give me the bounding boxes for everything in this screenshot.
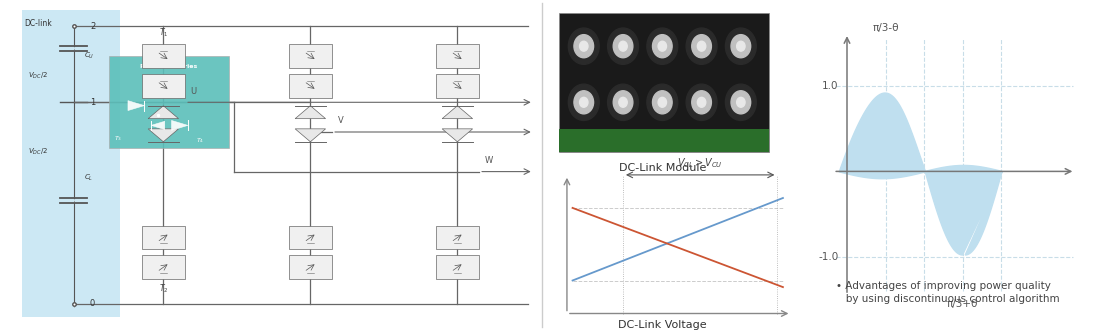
Bar [288,255,332,279]
Bar [559,129,769,152]
Circle shape [619,41,627,51]
Bar [436,255,480,279]
Circle shape [658,97,667,107]
Polygon shape [172,120,188,130]
Bar [109,56,229,148]
Text: • Advantages of improving power quality: • Advantages of improving power quality [836,280,1050,291]
Text: π/3-θ: π/3-θ [872,23,899,33]
Circle shape [574,35,594,58]
Bar [142,226,185,249]
Bar [436,44,480,68]
Polygon shape [151,121,165,129]
Bar [142,74,185,98]
Circle shape [647,84,678,120]
Bar [288,226,332,249]
Polygon shape [442,129,473,142]
Circle shape [732,91,750,114]
Circle shape [652,91,672,114]
Bar [142,255,185,279]
Polygon shape [295,106,326,119]
Polygon shape [148,129,178,142]
Circle shape [613,91,632,114]
Circle shape [725,28,757,64]
Text: 1.0: 1.0 [823,81,838,91]
Text: DC-link: DC-link [24,18,53,28]
Text: $T_3$: $T_3$ [114,134,122,143]
Circle shape [686,28,717,64]
Text: W: W [485,156,493,165]
Circle shape [732,35,750,58]
Text: -1.0: -1.0 [818,252,838,262]
Text: by using discontinuous control algorithm: by using discontinuous control algorithm [836,294,1059,304]
Polygon shape [128,101,144,111]
Circle shape [580,97,588,107]
Circle shape [652,35,672,58]
Text: DC-Link Voltage: DC-Link Voltage [618,320,706,330]
Bar [142,44,185,68]
Circle shape [725,84,757,120]
Bar [288,74,332,98]
Text: $V_{CL}$$>$$V_{CU}$: $V_{CL}$$>$$V_{CU}$ [678,156,723,170]
Text: $T_4$: $T_4$ [196,136,205,145]
Circle shape [569,84,600,120]
Circle shape [686,84,717,120]
Bar [436,74,480,98]
Text: $C_U$: $C_U$ [85,51,95,61]
Polygon shape [148,106,178,119]
Polygon shape [295,129,326,142]
Circle shape [697,41,706,51]
Text: 2: 2 [90,22,96,31]
Circle shape [737,97,745,107]
Polygon shape [442,106,473,119]
Text: $C_L$: $C_L$ [85,173,94,183]
Text: 0: 0 [90,299,96,308]
Circle shape [697,97,706,107]
Polygon shape [925,165,1002,255]
Bar [22,10,120,317]
Text: $V_{DC}/2$: $V_{DC}/2$ [29,71,48,81]
Circle shape [737,41,745,51]
Circle shape [692,91,712,114]
Text: $T_1$: $T_1$ [158,27,168,39]
Circle shape [569,28,600,64]
Circle shape [692,35,712,58]
Circle shape [613,35,632,58]
Text: U: U [190,87,197,96]
Text: π/3+θ: π/3+θ [947,299,978,309]
Text: V: V [338,116,343,125]
Circle shape [607,84,638,120]
Text: $T_2$: $T_2$ [158,282,168,295]
Circle shape [574,91,594,114]
Bar [436,226,480,249]
Text: Reserved Series: Reserved Series [140,63,197,69]
Circle shape [580,41,588,51]
Text: $V_{DC}/2$: $V_{DC}/2$ [29,147,48,157]
Circle shape [647,28,678,64]
Bar [288,44,332,68]
Text: DC-Link Module: DC-Link Module [618,163,706,173]
Circle shape [658,41,667,51]
Circle shape [619,97,627,107]
Text: 1: 1 [90,98,96,107]
Bar [559,13,769,152]
Circle shape [607,28,638,64]
